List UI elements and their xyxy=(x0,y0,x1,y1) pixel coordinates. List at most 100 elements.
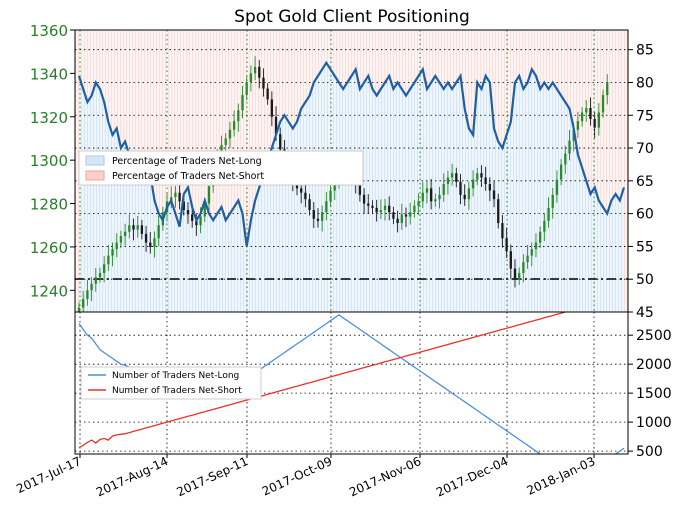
price-candle-body xyxy=(559,164,563,180)
price-candle-body xyxy=(270,99,273,117)
price-candle-body xyxy=(316,218,320,221)
price-candle-body xyxy=(564,153,567,165)
chart-title: Spot Gold Client Positioning xyxy=(234,7,470,27)
percent-tick-label: 75 xyxy=(636,108,654,124)
legend-label-net-short: Percentage of Traders Net-Short xyxy=(112,171,264,182)
price-candle-body xyxy=(86,290,89,299)
price-candle-body xyxy=(580,112,584,122)
price-candle-body xyxy=(279,134,282,150)
count-tick-label: 1500 xyxy=(636,386,672,402)
price-candle-body xyxy=(438,194,441,200)
percent-tick-label: 50 xyxy=(636,272,654,288)
price-tick-label: 1300 xyxy=(30,152,68,170)
price-candle-body xyxy=(539,231,542,243)
price-candle-body xyxy=(237,110,240,122)
price-candle-body xyxy=(258,66,261,78)
count-tick-label: 2500 xyxy=(636,328,672,344)
price-candle-body xyxy=(404,214,408,217)
legend-swatch-net-long xyxy=(85,155,105,166)
price-candle-body xyxy=(463,194,466,200)
date-tick-label: 2017-Jul-17 xyxy=(14,454,83,496)
price-candle-body xyxy=(199,216,202,226)
price-candle-body xyxy=(396,218,399,224)
lower-legend: Number of Traders Net-Long Number of Tra… xyxy=(80,366,262,400)
price-candle-body xyxy=(90,283,93,291)
price-candle-body xyxy=(409,212,412,217)
price-candle-body xyxy=(182,201,185,211)
percent-tick-label: 65 xyxy=(636,174,654,190)
price-tick-label: 1280 xyxy=(30,196,68,214)
price-tick-label: 1240 xyxy=(30,282,68,300)
upper-legend: Percentage of Traders Net-Long Percentag… xyxy=(78,150,364,186)
price-candle-body xyxy=(585,108,588,113)
price-candle-body xyxy=(249,73,253,83)
count-axis: 500 1000 1500 2000 2500 xyxy=(628,328,672,460)
date-tick-label: 2017-Aug-14 xyxy=(94,454,170,500)
count-tick-label: 1000 xyxy=(636,415,672,431)
price-candle-body xyxy=(207,186,211,204)
price-candle-body xyxy=(115,242,118,250)
legend-label-count-long: Number of Traders Net-Long xyxy=(112,371,239,381)
price-candle-body xyxy=(446,177,450,185)
price-candle-body xyxy=(220,144,223,156)
price-candle-body xyxy=(123,231,127,237)
percent-tick-label: 55 xyxy=(636,239,654,255)
price-candle-body xyxy=(480,173,483,178)
price-candle-body xyxy=(98,272,102,278)
price-candle-body xyxy=(245,82,248,96)
price-candle-body xyxy=(308,199,311,211)
percent-tick-label: 60 xyxy=(636,207,654,223)
price-candle-body xyxy=(304,192,307,200)
price-candle-body xyxy=(77,307,81,312)
price-candle-body xyxy=(174,192,177,198)
price-candle-body xyxy=(375,207,378,213)
price-candle-body xyxy=(371,205,374,208)
date-tick-label: 2017-Dec-04 xyxy=(434,454,510,500)
price-candle-body xyxy=(232,121,236,130)
price-candle-body xyxy=(492,190,496,200)
price-candle-body xyxy=(417,201,420,206)
price-candle-body xyxy=(425,188,429,193)
price-candle-body xyxy=(186,210,190,215)
price-candle-body xyxy=(128,225,131,232)
price-candle-body xyxy=(379,210,382,213)
price-candle-body xyxy=(144,233,148,243)
upper-panel: 1240 1260 1280 1300 1320 1340 1360 45 50 55 60 65 7… xyxy=(30,22,654,321)
date-tick-label: 2017-Nov-06 xyxy=(347,454,423,499)
price-candle-body xyxy=(333,181,336,191)
price-candle-body xyxy=(601,95,605,113)
price-candle-body xyxy=(505,238,508,252)
price-candle-body xyxy=(132,225,135,230)
price-candle-body xyxy=(467,188,471,200)
price-candle-body xyxy=(513,268,517,280)
price-candle-body xyxy=(497,199,500,224)
lower-frame xyxy=(74,311,629,455)
price-candle-body xyxy=(266,88,269,100)
price-candle-body xyxy=(103,264,106,273)
price-candle-body xyxy=(400,214,403,224)
price-candle-body xyxy=(488,184,491,191)
price-candle-body xyxy=(312,210,315,219)
price-candle-body xyxy=(434,199,437,202)
legend-label-net-long: Percentage of Traders Net-Long xyxy=(112,156,262,167)
lower-panel: 500 1000 1500 2000 2500 2017-Jul-17 2017-Aug-… xyxy=(14,311,672,500)
net-short-count-line xyxy=(78,312,568,449)
price-candle-body xyxy=(224,138,227,145)
count-tick-label: 2000 xyxy=(636,357,672,373)
date-axis: 2017-Jul-17 2017-Aug-14 2017-Sep-11 2017-Oc… xyxy=(14,454,597,500)
percent-tick-label: 70 xyxy=(636,141,654,157)
price-candle-body xyxy=(325,201,328,213)
price-candle-body xyxy=(362,194,366,204)
date-tick-label: 2017-Sep-11 xyxy=(174,454,250,499)
price-candle-body xyxy=(509,251,512,269)
price-candle-body xyxy=(421,192,424,202)
price-candle-body xyxy=(518,272,521,280)
price-candle-body xyxy=(94,277,97,284)
price-candle-body xyxy=(484,177,487,185)
price-candle-body xyxy=(471,179,475,189)
price-candle-body xyxy=(388,205,391,213)
price-candle-body xyxy=(442,184,445,195)
price-candle-body xyxy=(300,188,303,193)
